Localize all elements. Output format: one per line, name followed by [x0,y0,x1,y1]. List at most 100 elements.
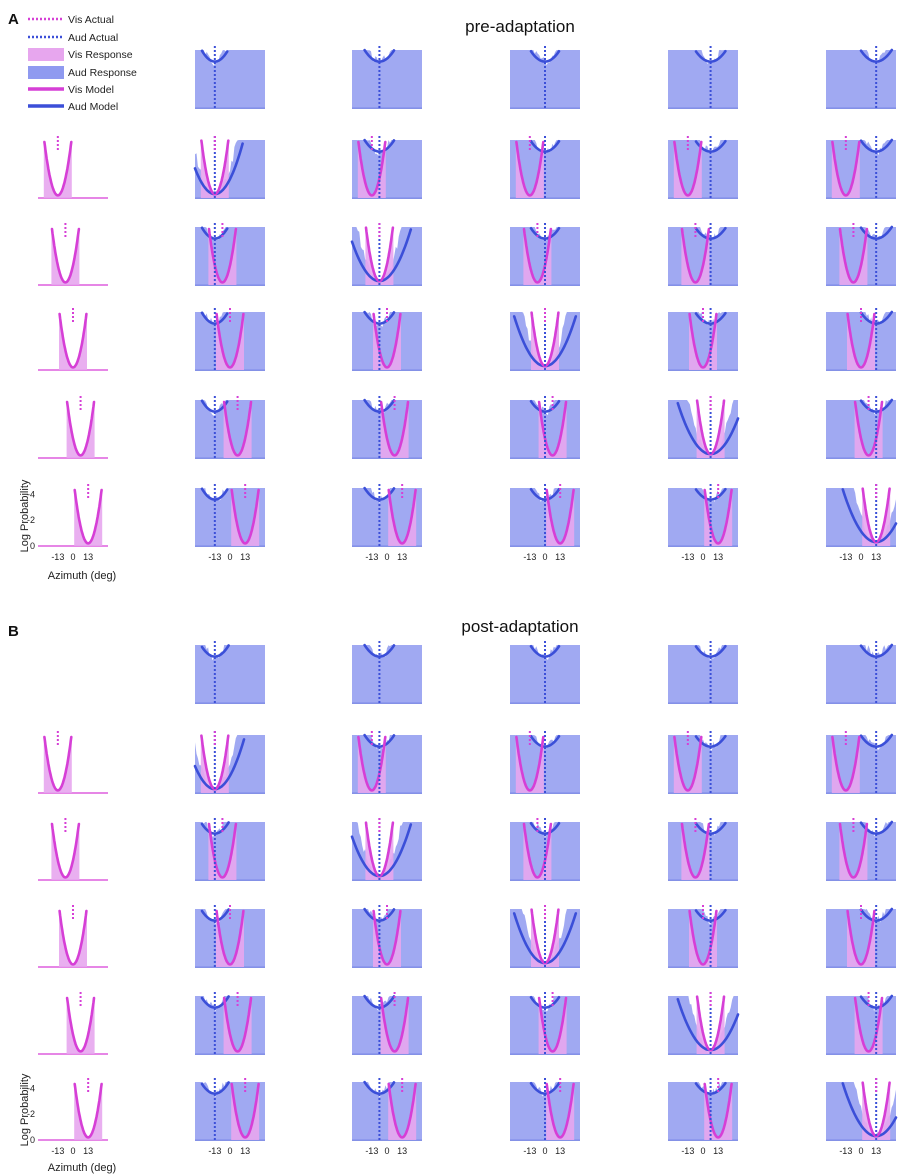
legend-vis-actual-label: Vis Actual [68,14,114,26]
aud-response-area [195,488,265,546]
aud-response-area [510,909,580,967]
xtick-label: -13 [681,552,694,562]
subplot-r5-c4: -13 0 13 [668,1078,738,1156]
aud-response-area [826,50,896,108]
subplot-r1-c0 [38,136,108,199]
xtick-label: 13 [397,552,407,562]
panel-letter-b: B [8,623,19,640]
subplot-r2-c0 [38,223,108,286]
aud-model-curve [529,645,561,658]
vis-model-curve [364,226,395,283]
aud-model-curve [200,821,230,835]
panel-title-post: post-adaptation [461,617,578,636]
subplot-r3-c4 [668,308,738,371]
subplot-r0-c3 [510,46,580,109]
legend-vis-response-label: Vis Response [68,49,133,61]
subplot-r0-c2 [352,641,422,704]
vis-model-curve [43,735,73,792]
subplot-r5-c2: -13 0 13 [352,484,422,562]
subplot-r3-c3 [510,308,580,371]
subplot-r1-c5 [826,136,896,199]
xtick-label: -13 [839,1146,852,1156]
subplot-r0-c1 [195,46,265,109]
subplot-r2-c2 [350,223,422,286]
xtick-label: 0 [227,552,232,562]
xtick-label: 0 [858,1146,863,1156]
xtick-label: -13 [681,1146,694,1156]
subplot-r2-c3 [510,223,580,286]
vis-model-curve [222,996,253,1053]
aud-model-curve [694,821,727,835]
subplot-r0-c4 [668,46,738,109]
aud-model-curve [529,227,561,240]
vis-model-curve [215,312,245,369]
vis-model-curve [838,227,869,284]
aud-model-curve [200,311,229,325]
aud-model-curve [529,400,561,413]
aud-model-curve [859,310,894,325]
vis-model-curve [838,822,869,879]
aud-model-curve [859,643,894,658]
aud-response-area [352,645,422,703]
subplot-r4-c2 [352,992,422,1055]
vis-model-curve [537,400,568,457]
xtick-label: -13 [365,552,378,562]
aud-model-curve [200,487,229,501]
vis-model-curve [545,1082,575,1139]
vis-model-curve [372,909,402,966]
aud-response-area [510,312,580,370]
panel-a-grid: -13 0 130-2-4-13 0 13 -13 0 13 -13 0 13 -13 0 13 -13 0 1… [27,46,898,562]
aud-response-area [668,400,738,458]
aud-response-area [826,140,896,198]
aud-model-curve [859,907,894,922]
subplot-r1-c1 [193,731,265,794]
subplot-r5-c0: -13 0 13 0 -2 -4 [27,484,108,562]
subplot-r0-c5 [826,46,896,109]
subplot-r4-c5 [826,992,896,1055]
subplot-r1-c4 [668,136,738,199]
aud-model-curve [859,138,894,153]
subplot-r2-c0 [38,818,108,881]
xtick-label: 0 [858,552,863,562]
aud-model-curve [841,1082,898,1138]
xtick-label: 0 [700,552,705,562]
aud-response-area [668,909,738,967]
subplot-r1-c5 [826,731,896,794]
subplot-r4-c1 [195,992,265,1055]
aud-response-area [826,312,896,370]
vis-model-curve [387,1082,417,1139]
subplot-r4-c2 [352,396,422,459]
aud-model-curve [363,733,396,748]
subplot-r5-c1: -13 0 13 [195,484,265,562]
subplot-r0-c5 [826,641,896,704]
subplot-r1-c1 [193,136,265,199]
aud-response-area [668,50,738,108]
subplot-r0-c3 [510,641,580,704]
aud-response-area [668,140,738,198]
xtick-label: -13 [208,552,221,562]
aud-response-area [195,909,265,967]
xtick-label: -13 [365,1146,378,1156]
aud-response-area [352,1082,422,1140]
ytick-label: -4 [27,489,35,499]
vis-model-curve [846,909,876,966]
aud-model-curve [200,908,230,922]
vis-model-curve [695,399,726,456]
xtick-label: 0 [227,1146,232,1156]
aud-model-curve [529,735,561,748]
ytick-label: -2 [27,515,35,525]
xtick-label: 13 [871,552,881,562]
aud-model-curve [529,1082,561,1095]
vis-model-curve [530,908,560,965]
subplot-r5-c3: -13 0 13 [510,1078,580,1156]
aud-response-area [826,645,896,703]
aud-response-area [668,1082,738,1140]
vis-model-curve [515,140,545,197]
aud-response-area [826,488,896,546]
xtick-label: 13 [871,1146,881,1156]
aud-model-curve [694,908,727,922]
xtick-label: 13 [240,552,250,562]
aud-model-curve [363,994,396,1009]
vis-model-curve [853,996,884,1053]
subplot-r1-c3 [510,731,580,794]
